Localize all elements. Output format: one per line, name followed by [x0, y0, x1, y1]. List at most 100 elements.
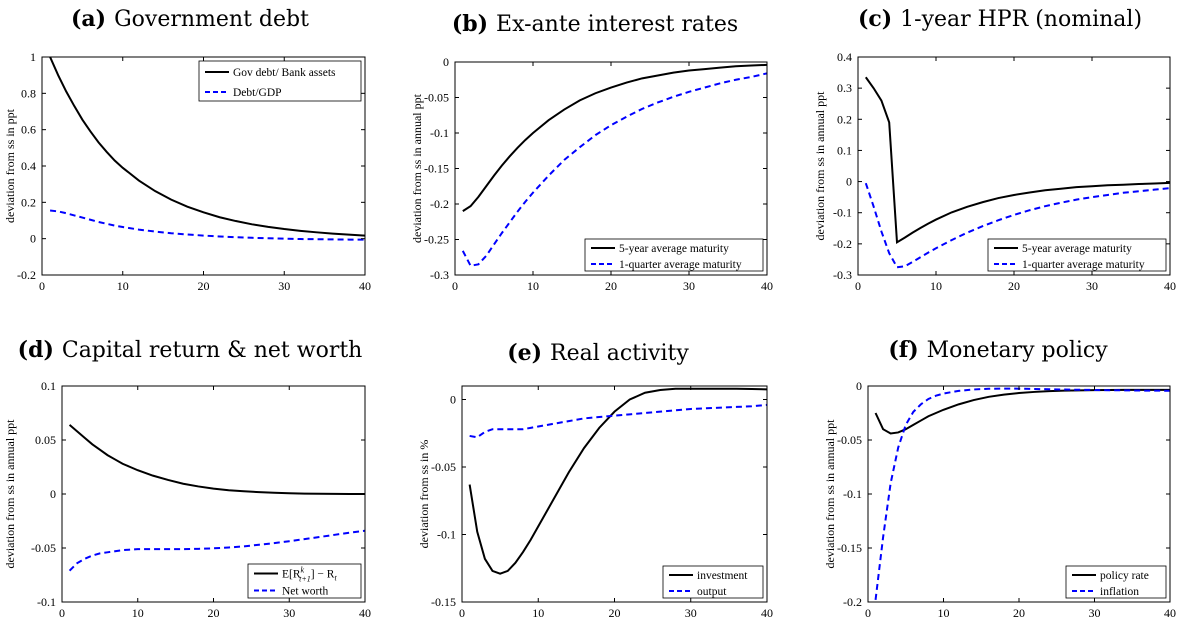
- y-axis-label-d: deviation from ss in annual ppt: [3, 419, 17, 569]
- chart-title-d: (d) Capital return & net worth: [18, 337, 363, 363]
- legend-label-1: Debt/GDP: [233, 87, 282, 99]
- y-tick-label: 1: [30, 50, 36, 64]
- y-tick-label: 0: [450, 393, 456, 407]
- series-line-d-0: [68, 424, 365, 495]
- legend-box: [987, 238, 1167, 272]
- y-tick-label: 0.6: [21, 123, 36, 137]
- y-axis-label-b: deviation from ss in annual ppt: [410, 93, 424, 243]
- y-tick-label: 0.1: [837, 143, 852, 157]
- legend-box: [662, 565, 764, 599]
- y-tick-label: -0.3: [430, 268, 449, 282]
- y-tick-label: -0.1: [437, 528, 456, 542]
- legend-label-0: investment: [697, 570, 748, 582]
- legend-label-0: policy rate: [1100, 570, 1149, 582]
- x-tick-label: 20: [1013, 606, 1025, 620]
- x-tick-label: 10: [132, 606, 144, 620]
- legend-f: policy rate inflation: [1065, 565, 1167, 599]
- x-tick-label: 20: [609, 606, 621, 620]
- y-tick-label: 0.8: [21, 86, 36, 100]
- x-tick-label: 20: [198, 279, 210, 293]
- series-line-a-1: [49, 209, 365, 241]
- x-tick-label: 0: [459, 606, 465, 620]
- legend-label-1: Net worth: [282, 586, 329, 598]
- y-tick-label: -0.1: [833, 206, 852, 220]
- x-tick-label: 0: [39, 279, 45, 293]
- x-tick-label: 10: [527, 279, 539, 293]
- legend-box: [247, 563, 362, 599]
- y-axis-label-f: deviation from ss in annual ppt: [823, 419, 837, 569]
- legend-label-1: 1-quarter average maturity: [1022, 259, 1145, 271]
- y-tick-label: 0.3: [837, 81, 852, 95]
- series-line-b-0: [462, 63, 767, 212]
- y-tick-label: -0.2: [17, 268, 36, 282]
- chart-title-f: (f) Monetary policy: [888, 337, 1108, 363]
- y-axis-label-e: deviation from ss in %: [417, 440, 431, 549]
- y-tick-label: 0.2: [837, 112, 852, 126]
- x-tick-label: 30: [685, 606, 697, 620]
- y-tick-label: -0.25: [424, 233, 449, 247]
- series-line-c-1: [864, 182, 1170, 269]
- chart-title-e: (e) Real activity: [507, 340, 689, 366]
- y-tick-label: -0.15: [424, 162, 449, 176]
- y-tick-label: -0.2: [430, 197, 449, 211]
- legend-label-1: output: [697, 586, 727, 598]
- y-tick-label: -0.05: [431, 460, 456, 474]
- y-tick-label: 0.05: [35, 433, 56, 447]
- x-tick-label: 40: [761, 606, 773, 620]
- series-line-c-0: [864, 76, 1170, 244]
- legend-box: [198, 60, 362, 102]
- y-tick-label: -0.05: [837, 433, 862, 447]
- x-tick-label: 10: [532, 606, 544, 620]
- chart-panel-e: (e) Real activity 0 10 20 30 40 -0.15 -0.1 -0.05 0…: [417, 340, 773, 620]
- x-tick-label: 40: [359, 279, 371, 293]
- x-tick-label: 30: [683, 279, 695, 293]
- y-tick-label: 0: [443, 55, 449, 69]
- x-tick-label: 40: [761, 279, 773, 293]
- y-tick-label: -0.1: [37, 595, 56, 609]
- chart-panel-f: (f) Monetary policy 0 10 20 30 40 -0.2 -0.15 -0.1…: [823, 337, 1176, 620]
- legend-a: Gov debt/ Bank assets Debt/GDP: [198, 60, 362, 102]
- legend-b: 5-year average maturity 1-quarter average…: [584, 238, 764, 272]
- y-tick-label: 0.4: [837, 50, 852, 64]
- series-line-f-1: [874, 387, 1170, 600]
- legend-e: investment output: [662, 565, 764, 599]
- y-tick-label: -0.3: [833, 268, 852, 282]
- x-tick-label: 30: [1086, 279, 1098, 293]
- legend-box: [1065, 565, 1167, 599]
- y-tick-label: 0: [50, 487, 56, 501]
- x-tick-label: 10: [930, 279, 942, 293]
- x-tick-label: 30: [1089, 606, 1101, 620]
- x-tick-label: 10: [938, 606, 950, 620]
- y-tick-label: 0.1: [41, 379, 56, 393]
- y-tick-label: 0.2: [21, 195, 36, 209]
- x-tick-label: 0: [865, 606, 871, 620]
- x-tick-label: 30: [278, 279, 290, 293]
- y-axis-label-c: deviation from ss in annual ppt: [813, 91, 827, 241]
- legend-label-0: Gov debt/ Bank assets: [233, 67, 336, 79]
- x-tick-label: 30: [283, 606, 295, 620]
- y-tick-label: 0.4: [21, 159, 36, 173]
- y-tick-label: -0.05: [31, 541, 56, 555]
- chart-title-b: (b) Ex-ante interest rates: [452, 11, 738, 37]
- y-tick-label: -0.2: [833, 237, 852, 251]
- chart-title-c: (c) 1-year HPR (nominal): [858, 6, 1142, 32]
- legend-label-0: 5-year average maturity: [619, 243, 729, 255]
- legend-label-1: inflation: [1100, 586, 1139, 598]
- x-tick-label: 0: [59, 606, 65, 620]
- legend-d: E[Rk t+1] − Rt Net worth: [247, 563, 362, 599]
- chart-panel-c: (c) 1-year HPR (nominal) 0 10 20 30 40 -0.3 -0.2…: [813, 6, 1176, 293]
- x-tick-label: 20: [208, 606, 220, 620]
- x-tick-label: 40: [359, 606, 371, 620]
- x-tick-label: 20: [1008, 279, 1020, 293]
- y-tick-label: 0: [846, 175, 852, 189]
- x-tick-label: 0: [452, 279, 458, 293]
- y-tick-label: -0.15: [431, 595, 456, 609]
- legend-label-0: E[Rk t+1] − Rt: [282, 566, 337, 584]
- legend-label-0: 5-year average maturity: [1022, 243, 1132, 255]
- series-line-f-0: [874, 388, 1170, 435]
- legend-label-1: 1-quarter average maturity: [619, 259, 742, 271]
- chart-panel-d: (d) Capital return & net worth 0 10 20 30 40 -0…: [3, 337, 371, 620]
- y-tick-label: 0: [856, 379, 862, 393]
